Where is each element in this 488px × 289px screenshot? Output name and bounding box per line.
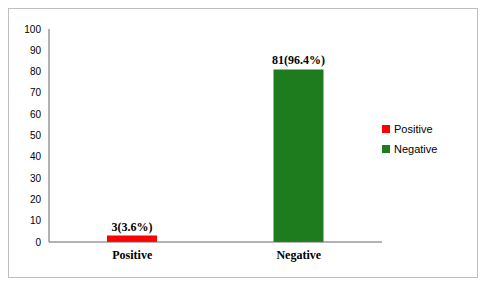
svg-text:100: 100 — [24, 24, 41, 35]
html-text:Positive: Positive — [394, 123, 433, 135]
svg-text:70: 70 — [30, 87, 42, 98]
svg-text:60: 60 — [30, 109, 42, 120]
svg-text:Negative: Negative — [276, 248, 321, 262]
svg-text:30: 30 — [30, 173, 42, 184]
svg-text:0: 0 — [35, 237, 41, 248]
svg-text:Positive: Positive — [112, 248, 153, 262]
svg-text:81(96.4%): 81(96.4%) — [272, 53, 325, 67]
svg-text:50: 50 — [30, 130, 42, 141]
svg-text:3(3.6%): 3(3.6%) — [112, 220, 153, 234]
svg-text:20: 20 — [30, 194, 42, 205]
svg-text:90: 90 — [30, 45, 42, 56]
svg-text:80: 80 — [30, 66, 42, 77]
svg-text:10: 10 — [30, 215, 42, 226]
svg-text:40: 40 — [30, 151, 42, 162]
html-text:Negative: Negative — [394, 143, 438, 155]
